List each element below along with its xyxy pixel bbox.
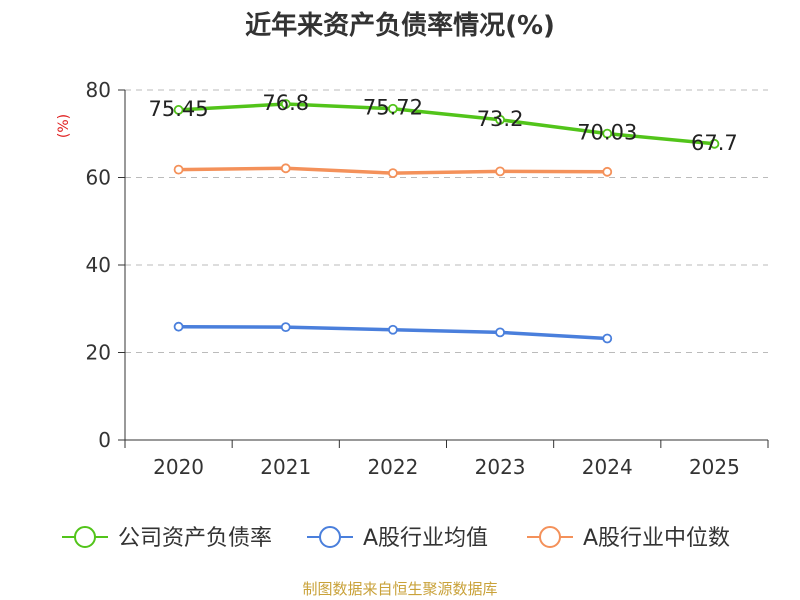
- legend-marker-1: [319, 526, 341, 548]
- y-tick-label: 40: [86, 253, 111, 277]
- data-point: [173, 321, 184, 332]
- source-note: 制图数据来自恒生聚源数据库: [302, 580, 497, 598]
- data-point: [602, 333, 613, 344]
- data-point: [709, 138, 720, 149]
- legend-marker-0: [74, 526, 96, 548]
- data-point: [388, 168, 398, 179]
- legend: 公司资产负债率 A股行业均值 A股行业中位数: [62, 526, 730, 551]
- data-point: [495, 114, 505, 125]
- legend-label-1: A股行业均值: [363, 526, 488, 551]
- x-tick-label: 2022: [367, 455, 418, 479]
- data-point: [173, 105, 184, 115]
- series-line-0: [178, 102, 715, 146]
- legend-label-2: A股行业中位数: [583, 526, 730, 551]
- chart-title: 近年来资产负债率情况(%): [245, 10, 555, 41]
- x-tick-label: 2025: [689, 455, 740, 479]
- y-tick-label: 0: [98, 428, 111, 452]
- y-tick-label: 80: [86, 78, 111, 102]
- data-point: [280, 163, 291, 174]
- x-tick-label: 2021: [260, 455, 311, 479]
- data-label: 75.72: [363, 96, 423, 120]
- grid-lines: [125, 89, 768, 353]
- axes: 0 20 40 60 80 2020 2021 2022 2023 2024 2025: [86, 78, 769, 479]
- x-tick-label: 2023: [475, 455, 526, 479]
- data-point: [602, 128, 613, 139]
- data-label: 75.45: [149, 97, 209, 121]
- data-label: 73.2: [477, 107, 524, 131]
- data-point: [173, 164, 184, 175]
- y-tick-label: 20: [86, 341, 111, 365]
- y-axis-label: (%): [56, 114, 72, 138]
- legend-label-0: 公司资产负债率: [118, 526, 272, 551]
- legend-marker-2: [539, 526, 561, 548]
- data-point: [388, 103, 398, 114]
- data-point: [280, 322, 291, 333]
- data-label: 70.03: [577, 121, 637, 145]
- data-point: [388, 324, 398, 335]
- data-point: [495, 166, 505, 177]
- series-layer: [173, 99, 720, 344]
- data-label: 76.8: [262, 91, 309, 115]
- data-label: 67.7: [691, 131, 738, 155]
- data-point: [602, 166, 613, 177]
- data-point: [280, 99, 291, 109]
- x-tick-label: 2024: [582, 455, 633, 479]
- x-tick-label: 2020: [153, 455, 204, 479]
- data-labels: 75.45 76.8 75.72 73.2 70.03 67.7: [149, 91, 738, 155]
- y-tick-label: 60: [86, 166, 111, 190]
- data-point: [495, 327, 505, 338]
